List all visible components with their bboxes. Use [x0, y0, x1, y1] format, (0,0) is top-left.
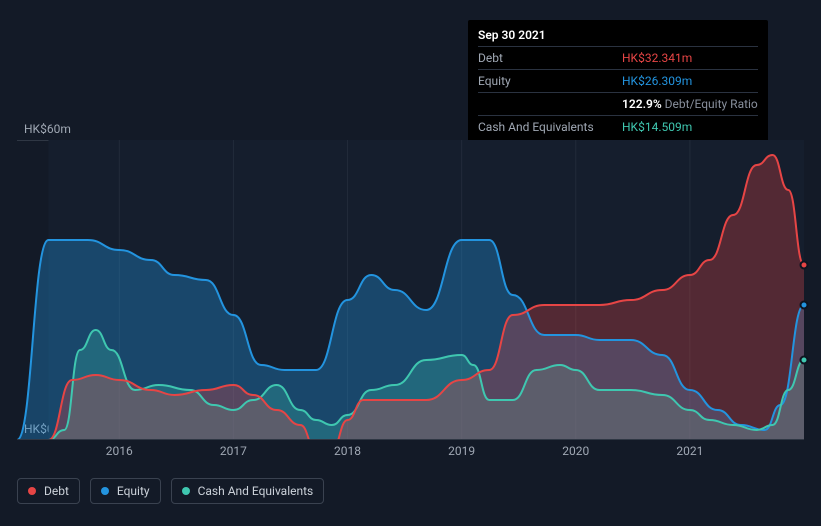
tooltip-label: Cash And Equivalents: [478, 118, 598, 136]
y-axis-label-top: HK$60m: [24, 122, 71, 136]
tooltip-label: Equity: [478, 72, 598, 90]
tooltip-value: HK$26.309m: [622, 72, 692, 90]
tooltip-value: HK$14.509m: [622, 118, 692, 136]
series-end-marker: [800, 261, 809, 270]
tooltip-value: 122.9% Debt/Equity Ratio: [622, 95, 758, 113]
x-axis-label: 2019: [448, 444, 475, 458]
x-axis-label: 2021: [676, 444, 703, 458]
tooltip-row: Debt HK$32.341m: [478, 46, 758, 69]
tooltip-date: Sep 30 2021: [478, 26, 758, 46]
x-axis-labels: 2016 2017 2018 2019 2020 2021: [17, 444, 804, 462]
tooltip-row: 122.9% Debt/Equity Ratio: [478, 92, 758, 115]
tooltip: Sep 30 2021 Debt HK$32.341m Equity HK$26.30…: [468, 20, 768, 144]
tooltip-value: HK$32.341m: [622, 49, 692, 67]
legend: Debt Equity Cash And Equivalents: [17, 478, 324, 504]
tooltip-row: Equity HK$26.309m: [478, 69, 758, 92]
x-axis-label: 2016: [106, 444, 133, 458]
legend-item-equity[interactable]: Equity: [90, 478, 161, 504]
tooltip-label: [478, 95, 598, 113]
legend-label: Debt: [44, 484, 69, 498]
legend-dot-icon: [28, 487, 36, 495]
tooltip-row: Cash And Equivalents HK$14.509m: [478, 115, 758, 138]
x-axis-label: 2017: [220, 444, 247, 458]
x-axis-label: 2018: [334, 444, 361, 458]
legend-dot-icon: [182, 487, 190, 495]
chart-area: [17, 140, 804, 440]
series-end-marker: [800, 356, 809, 365]
legend-item-cash-and-equivalents[interactable]: Cash And Equivalents: [171, 478, 325, 504]
area-chart: [17, 140, 804, 440]
x-axis-label: 2020: [562, 444, 589, 458]
series-end-marker: [800, 301, 809, 310]
legend-label: Cash And Equivalents: [198, 484, 314, 498]
tooltip-label: Debt: [478, 49, 598, 67]
legend-dot-icon: [101, 487, 109, 495]
legend-item-debt[interactable]: Debt: [17, 478, 80, 504]
legend-label: Equity: [117, 484, 150, 498]
